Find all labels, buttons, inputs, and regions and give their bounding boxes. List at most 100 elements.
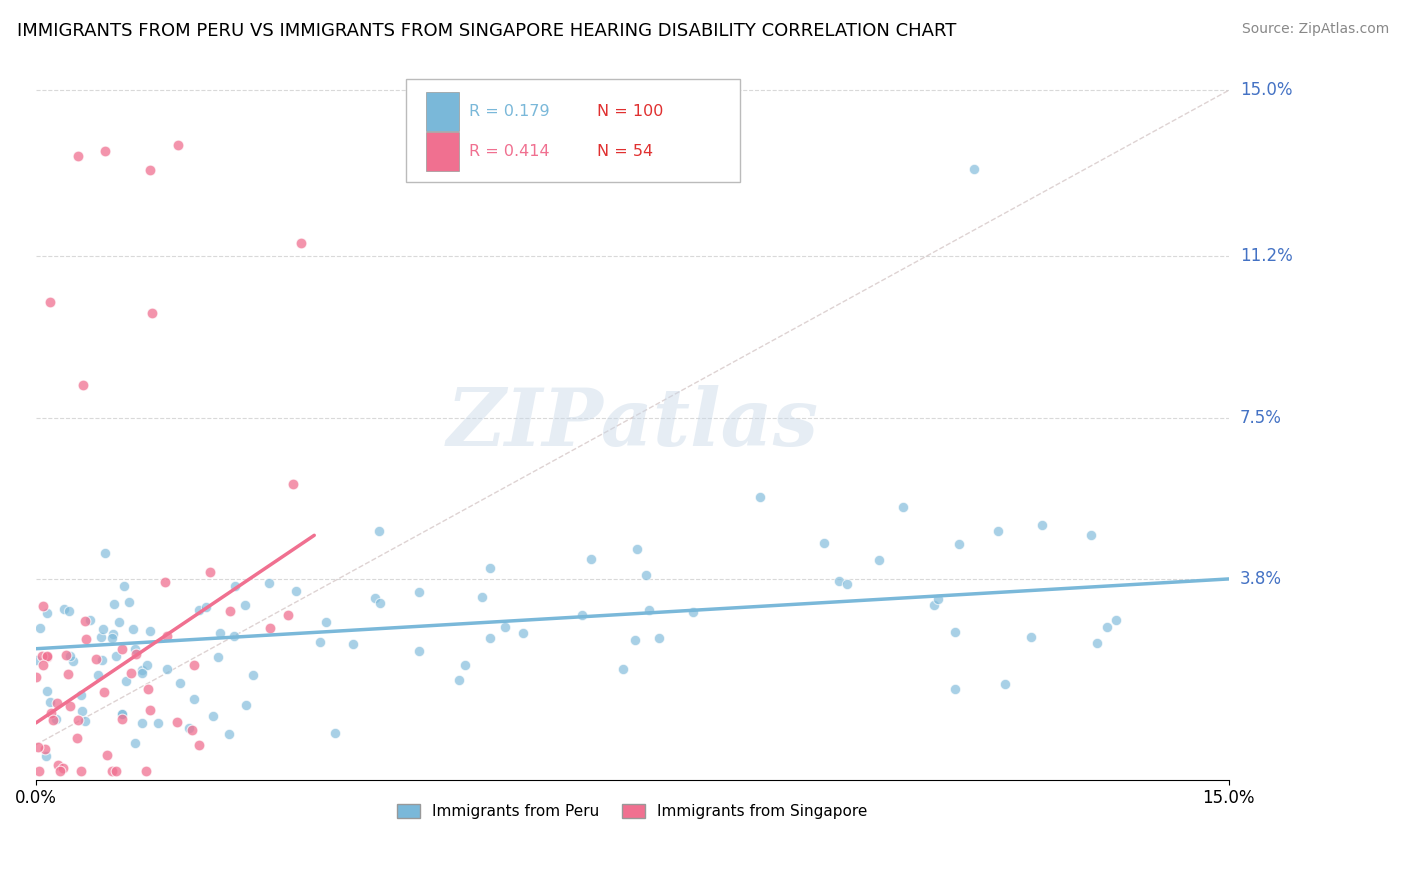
Point — [121, 622, 143, 636]
Point — [1019, 631, 1042, 645]
Point — [111, 706, 134, 721]
Point — [79, 613, 101, 627]
Point — [131, 715, 153, 730]
Point — [195, 600, 218, 615]
Point — [638, 603, 661, 617]
Point — [32, 658, 55, 673]
Point — [58, 604, 80, 618]
Point — [166, 715, 188, 730]
Point — [53, 601, 76, 615]
Point — [478, 561, 501, 575]
Point — [943, 682, 966, 697]
Point — [682, 605, 704, 619]
Point — [156, 662, 179, 676]
Legend: Immigrants from Peru, Immigrants from Singapore: Immigrants from Peru, Immigrants from Si… — [391, 798, 875, 825]
Point — [111, 706, 134, 721]
Text: 15.0%: 15.0% — [1240, 81, 1292, 99]
Point — [188, 738, 211, 752]
Point — [179, 721, 201, 735]
Point — [84, 652, 107, 666]
Point — [59, 648, 82, 663]
Point — [124, 736, 146, 750]
Point — [49, 764, 72, 778]
Point — [828, 574, 851, 588]
Point — [169, 676, 191, 690]
Point — [207, 649, 229, 664]
Point — [37, 649, 59, 664]
Point — [1085, 636, 1108, 650]
Point — [136, 682, 159, 697]
FancyBboxPatch shape — [426, 92, 460, 131]
Point — [364, 591, 387, 605]
Point — [235, 598, 257, 612]
Point — [447, 673, 470, 687]
Point — [1105, 613, 1128, 627]
Point — [626, 541, 648, 556]
Point — [48, 758, 70, 772]
Point — [235, 698, 257, 713]
Point — [67, 713, 90, 727]
Point — [155, 574, 177, 589]
Point — [579, 551, 602, 566]
Point — [224, 579, 246, 593]
Point — [139, 162, 162, 177]
Text: 3.8%: 3.8% — [1240, 570, 1282, 588]
Point — [325, 726, 347, 740]
Point — [105, 764, 128, 778]
Point — [183, 691, 205, 706]
Point — [32, 599, 55, 613]
Point — [813, 536, 835, 550]
Point — [198, 565, 221, 579]
Text: R = 0.414: R = 0.414 — [470, 145, 550, 160]
Point — [87, 668, 110, 682]
Text: R = 0.179: R = 0.179 — [470, 104, 550, 119]
Point — [1080, 528, 1102, 542]
Point — [66, 731, 89, 745]
Point — [55, 648, 77, 662]
Point — [218, 727, 240, 741]
Point — [103, 597, 125, 611]
Point — [100, 764, 122, 778]
Point — [38, 695, 60, 709]
Point — [139, 703, 162, 717]
Point — [101, 627, 124, 641]
Point — [70, 704, 93, 718]
Point — [835, 577, 858, 591]
Point — [183, 658, 205, 673]
Point — [111, 712, 134, 726]
Point — [408, 643, 430, 657]
Point — [993, 677, 1015, 691]
Point — [58, 666, 80, 681]
Point — [368, 524, 391, 538]
Point — [62, 654, 84, 668]
Point — [1095, 620, 1118, 634]
Point — [42, 713, 65, 727]
Point — [963, 161, 986, 176]
Point — [571, 607, 593, 622]
Point — [28, 621, 51, 635]
Point — [46, 696, 69, 710]
Point — [118, 595, 141, 609]
Point — [181, 723, 204, 737]
Point — [52, 761, 75, 775]
Point — [187, 602, 209, 616]
Point — [612, 662, 634, 676]
Point — [257, 576, 280, 591]
Text: N = 100: N = 100 — [596, 104, 662, 119]
Text: 7.5%: 7.5% — [1240, 409, 1282, 426]
Point — [927, 592, 949, 607]
Point — [28, 764, 51, 778]
Point — [112, 579, 135, 593]
Point — [35, 649, 58, 664]
Point — [208, 626, 231, 640]
Point — [91, 653, 114, 667]
Point — [139, 624, 162, 638]
Point — [39, 706, 62, 721]
Point — [67, 149, 90, 163]
Point — [309, 634, 332, 648]
Point — [93, 684, 115, 698]
Point — [201, 709, 224, 723]
Point — [242, 668, 264, 682]
Point — [512, 626, 534, 640]
Point — [111, 642, 134, 657]
